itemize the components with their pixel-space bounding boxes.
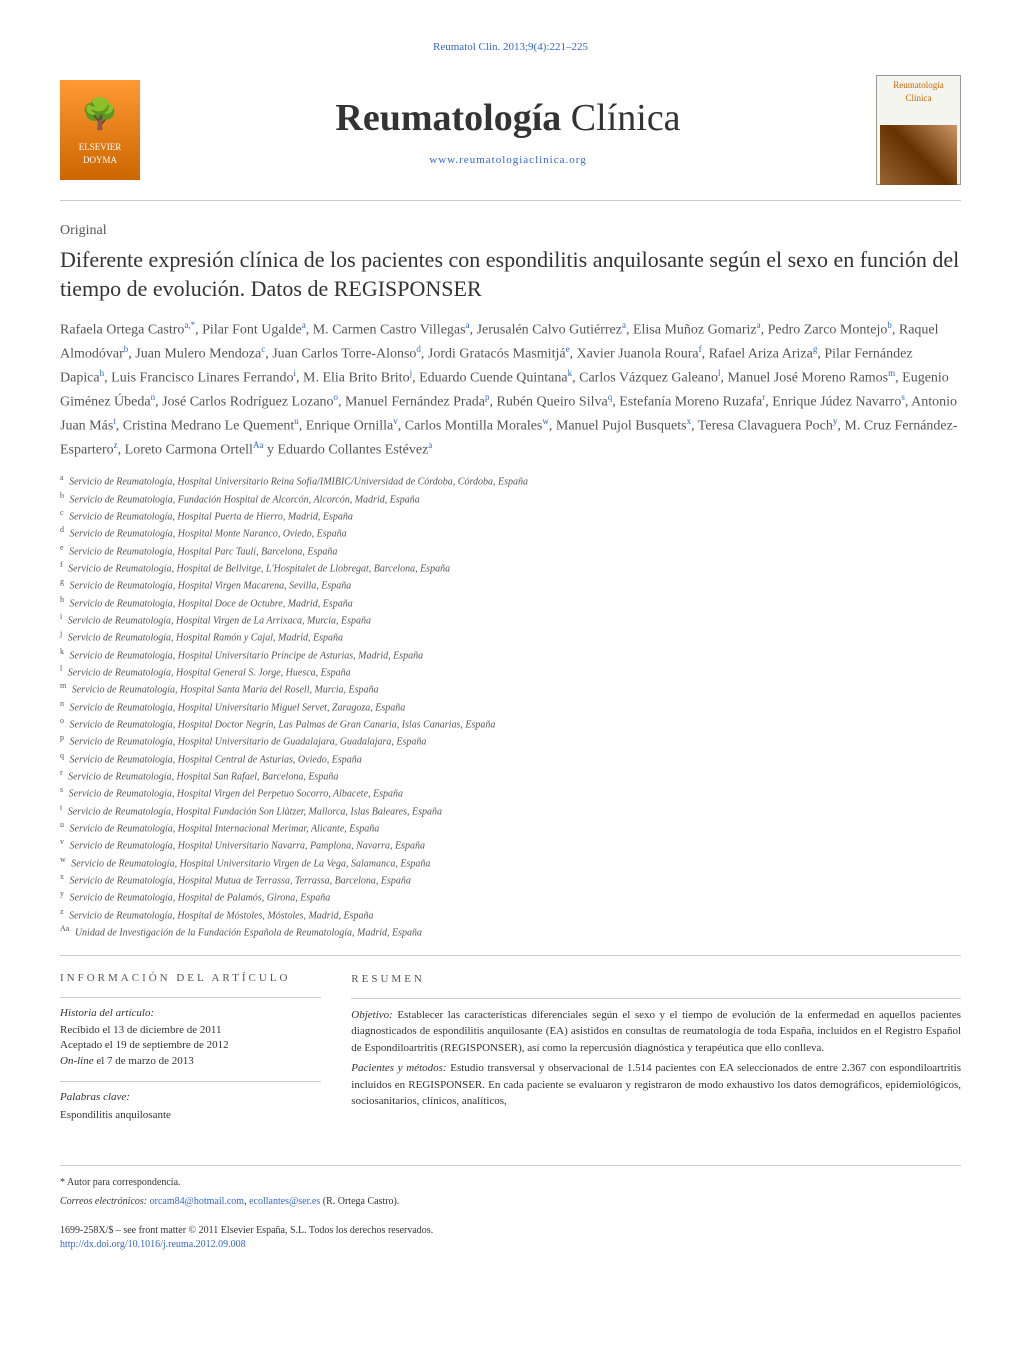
elsevier-tree-icon: 🌳	[81, 94, 118, 136]
online-date: On-line el 7 de marzo de 2013	[60, 1054, 321, 1069]
affiliation-item: c Servicio de Reumatología, Hospital Pue…	[60, 507, 961, 524]
affiliation-item: i Servicio de Reumatología, Hospital Vir…	[60, 611, 961, 628]
email-link-2[interactable]: ecollantes@ser.es	[249, 1196, 320, 1207]
abstract-objetivo: Objetivo: Establecer las características…	[351, 1007, 961, 1057]
affiliation-item: j Servicio de Reumatología, Hospital Ram…	[60, 628, 961, 645]
article-type: Original	[60, 221, 961, 241]
affiliation-item: b Servicio de Reumatología, Fundación Ho…	[60, 490, 961, 507]
email-label: Correos electrónicos:	[60, 1196, 147, 1207]
affiliation-item: Aa Unidad de Investigación de la Fundaci…	[60, 923, 961, 940]
article-info-column: INFORMACIÓN DEL ARTÍCULO Historia del ar…	[60, 971, 321, 1135]
article-title: Diferente expresión clínica de los pacie…	[60, 246, 961, 303]
affiliation-item: m Servicio de Reumatología, Hospital San…	[60, 680, 961, 697]
journal-url[interactable]: www.reumatologiaclinica.org	[160, 153, 856, 168]
cover-thumb-image	[880, 125, 957, 185]
affiliation-item: h Servicio de Reumatología, Hospital Doc…	[60, 594, 961, 611]
doi-link[interactable]: http://dx.doi.org/10.1016/j.reuma.2012.0…	[60, 1238, 961, 1252]
header-citation: Reumatol Clin. 2013;9(4):221–225	[60, 40, 961, 55]
affiliations-list: a Servicio de Reumatología, Hospital Uni…	[60, 472, 961, 940]
affiliation-item: o Servicio de Reumatología, Hospital Doc…	[60, 715, 961, 732]
publisher-name: ELSEVIER DOYMA	[65, 141, 135, 166]
accepted-date: Aceptado el 19 de septiembre de 2012	[60, 1038, 321, 1053]
abstract-content: Objetivo: Establecer las características…	[351, 998, 961, 1110]
keywords-label: Palabras clave:	[60, 1090, 321, 1105]
affiliation-item: u Servicio de Reumatología, Hospital Int…	[60, 819, 961, 836]
copyright-line: 1699-258X/$ – see front matter © 2011 El…	[60, 1224, 961, 1238]
authors-list: Rafaela Ortega Castroa,*, Pilar Font Uga…	[60, 318, 961, 462]
affiliation-item: d Servicio de Reumatología, Hospital Mon…	[60, 524, 961, 541]
objetivo-text: Establecer las características diferenci…	[351, 1009, 961, 1054]
affiliation-item: k Servicio de Reumatología, Hospital Uni…	[60, 646, 961, 663]
affiliation-item: z Servicio de Reumatología, Hospital de …	[60, 906, 961, 923]
email-link-1[interactable]: orcam84@hotmail.com	[150, 1196, 244, 1207]
abstract-heading: RESUMEN	[351, 971, 961, 988]
affiliation-item: t Servicio de Reumatología, Hospital Fun…	[60, 802, 961, 819]
objetivo-label: Objetivo:	[351, 1009, 393, 1021]
journal-cover-thumbnail: Reumatología Clínica	[876, 75, 961, 185]
affiliation-item: g Servicio de Reumatología, Hospital Vir…	[60, 576, 961, 593]
history-label: Historia del artículo:	[60, 1006, 321, 1021]
metodos-label: Pacientes y métodos:	[351, 1062, 446, 1074]
cover-thumb-title: Reumatología Clínica	[880, 79, 957, 104]
journal-title: Reumatología Clínica	[160, 92, 856, 145]
received-date: Recibido el 13 de diciembre de 2011	[60, 1023, 321, 1038]
affiliation-item: w Servicio de Reumatología, Hospital Uni…	[60, 854, 961, 871]
corresponding-author-label: * Autor para correspondencia.	[60, 1176, 961, 1190]
article-history-block: Historia del artículo: Recibido el 13 de…	[60, 997, 321, 1070]
info-abstract-section: INFORMACIÓN DEL ARTÍCULO Historia del ar…	[60, 971, 961, 1135]
affiliation-item: l Servicio de Reumatología, Hospital Gen…	[60, 663, 961, 680]
journal-title-bold: Reumatología	[335, 97, 561, 139]
affiliation-item: f Servicio de Reumatología, Hospital de …	[60, 559, 961, 576]
abstract-column: RESUMEN Objetivo: Establecer las caracte…	[351, 971, 961, 1135]
article-info-heading: INFORMACIÓN DEL ARTÍCULO	[60, 971, 321, 986]
affiliation-item: y Servicio de Reumatología, Hospital de …	[60, 888, 961, 905]
journal-title-light: Clínica	[561, 97, 680, 139]
affiliation-item: e Servicio de Reumatología, Hospital Par…	[60, 542, 961, 559]
journal-title-block: Reumatología Clínica www.reumatologiacli…	[140, 92, 876, 169]
affiliation-item: n Servicio de Reumatología, Hospital Uni…	[60, 698, 961, 715]
affiliation-item: a Servicio de Reumatología, Hospital Uni…	[60, 472, 961, 489]
affiliation-item: r Servicio de Reumatología, Hospital San…	[60, 767, 961, 784]
affiliation-item: x Servicio de Reumatología, Hospital Mut…	[60, 871, 961, 888]
email-author: (R. Ortega Castro).	[323, 1196, 400, 1207]
journal-header: 🌳 ELSEVIER DOYMA Reumatología Clínica ww…	[60, 75, 961, 201]
keywords-block: Palabras clave: Espondilitis anquilosant…	[60, 1081, 321, 1123]
affiliation-item: q Servicio de Reumatología, Hospital Cen…	[60, 750, 961, 767]
affiliation-item: s Servicio de Reumatología, Hospital Vir…	[60, 784, 961, 801]
publisher-logo: 🌳 ELSEVIER DOYMA	[60, 80, 140, 180]
footer: * Autor para correspondencia. Correos el…	[60, 1165, 961, 1252]
affiliation-item: p Servicio de Reumatología, Hospital Uni…	[60, 732, 961, 749]
divider	[60, 955, 961, 956]
affiliation-item: v Servicio de Reumatología, Hospital Uni…	[60, 836, 961, 853]
keyword-item: Espondilitis anquilosante	[60, 1108, 321, 1123]
abstract-metodos: Pacientes y métodos: Estudio transversal…	[351, 1060, 961, 1110]
emails-line: Correos electrónicos: orcam84@hotmail.co…	[60, 1195, 961, 1209]
